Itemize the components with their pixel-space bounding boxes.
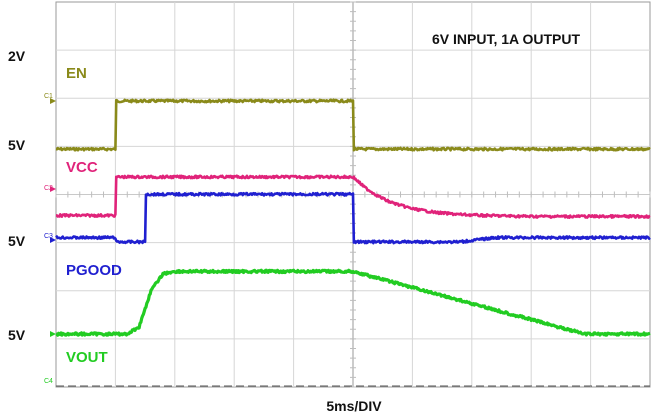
series-label-en: EN <box>66 65 87 82</box>
channel-marker-c4: C4 <box>44 378 53 385</box>
ground-marker-vcc <box>50 186 56 192</box>
series-label-pgood: PGOOD <box>66 262 122 279</box>
ground-marker-vout <box>50 331 56 337</box>
chart-title: 6V INPUT, 1A OUTPUT <box>432 31 581 47</box>
channel-marker-c3: C3 <box>44 233 53 240</box>
series-label-vout: VOUT <box>66 349 108 366</box>
volt-label-en: 2V <box>8 48 26 64</box>
ground-marker-pgood <box>50 237 56 243</box>
x-axis-label: 5ms/DIV <box>326 398 382 414</box>
channel-marker-c2: C2 <box>44 185 53 192</box>
volt-label-pgood: 5V <box>8 233 26 249</box>
volt-label-vout: 5V <box>8 327 26 343</box>
trace-vout <box>55 268 651 337</box>
trace-en <box>55 98 651 152</box>
ground-marker-en <box>50 98 56 104</box>
traces <box>50 98 651 337</box>
channel-marker-c1: C1 <box>44 93 53 100</box>
trace-vcc <box>55 174 651 219</box>
volt-label-vcc: 5V <box>8 137 26 153</box>
trace-pgood <box>55 191 651 245</box>
series-label-vcc: VCC <box>66 159 98 176</box>
